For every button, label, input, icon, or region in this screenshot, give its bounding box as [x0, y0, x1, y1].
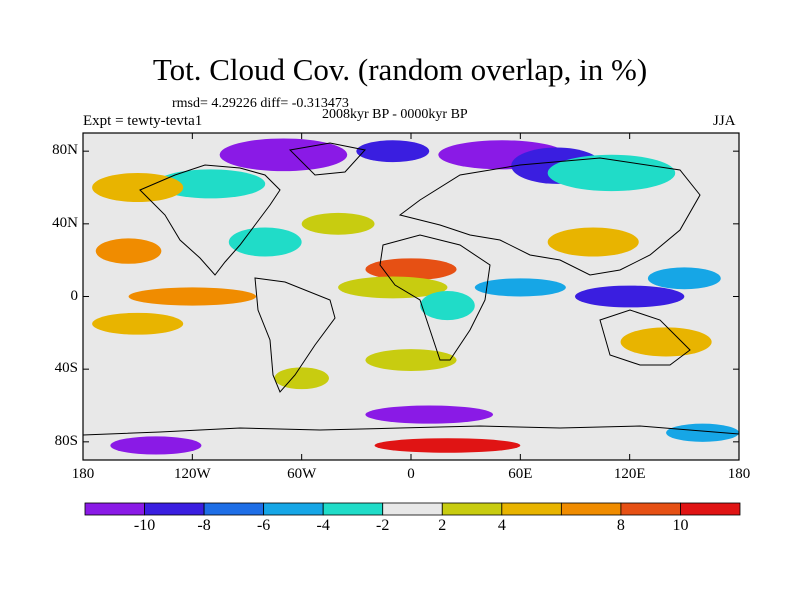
colorbar-swatch	[382, 502, 443, 516]
colorbar-swatch	[501, 502, 562, 516]
axis-ticks	[82, 133, 740, 460]
colorbar-swatch	[84, 502, 145, 516]
anomaly-region	[474, 278, 566, 297]
anomaly-region	[92, 172, 184, 203]
anomaly-region	[356, 140, 430, 163]
latitude-tick-label: 40S	[54, 360, 78, 377]
colorbar-tick-label: -8	[197, 517, 211, 534]
anomaly-region	[228, 227, 302, 257]
colorbar-swatch	[322, 502, 384, 516]
colorbar-swatch	[203, 502, 265, 516]
colorbar	[84, 502, 741, 516]
anomaly-region	[374, 438, 521, 453]
latitude-tick-label: 80S	[54, 432, 78, 449]
colorbar-tick-label: 10	[672, 517, 689, 534]
rmsd-diff-stats: rmsd= 4.29226 diff= -0.313473	[172, 96, 349, 111]
colorbar-swatch	[144, 502, 205, 516]
colorbar-tick-label: 2	[438, 517, 447, 534]
coastline-south-america	[254, 277, 336, 393]
season-label: JJA	[713, 113, 736, 129]
anomaly-region	[95, 238, 162, 264]
anomaly-region	[547, 227, 639, 257]
longitude-tick-label: 0	[407, 466, 415, 482]
coastlines	[83, 142, 739, 436]
longitude-tick-label: 180	[727, 466, 751, 482]
latitude-tick-label: 40N	[52, 214, 78, 231]
longitude-tick-label: 120E	[613, 466, 646, 482]
longitude-tick-label: 120W	[173, 466, 211, 482]
anomaly-region	[338, 276, 448, 299]
anomaly-region	[155, 169, 266, 199]
coastline-eurasia	[398, 157, 701, 276]
anomaly-region	[647, 267, 721, 290]
colorbar-tick-label: -4	[316, 517, 330, 534]
cloud-anomaly-field	[92, 138, 739, 455]
anomaly-region	[92, 312, 184, 335]
anomaly-region	[547, 154, 676, 192]
longitude-tick-label: 180	[71, 466, 95, 482]
anomaly-region	[274, 367, 329, 390]
anomaly-region	[575, 285, 685, 308]
anomaly-region	[420, 291, 475, 321]
longitude-tick-label: 60W	[287, 466, 317, 482]
map-title: Tot. Cloud Cov. (random overlap, in %)	[152, 52, 648, 87]
anomaly-region	[365, 405, 493, 424]
colorbar-swatch	[560, 502, 622, 516]
anomaly-region	[666, 423, 739, 442]
colorbar-tick-label: -2	[376, 517, 390, 534]
anomaly-region	[128, 287, 257, 306]
coastline-greenland	[288, 142, 366, 176]
colorbar-swatch	[263, 502, 324, 516]
anomaly-region	[620, 327, 712, 357]
anomaly-region	[365, 349, 457, 371]
colorbar-swatch	[620, 502, 681, 516]
coastline-antarctica	[83, 425, 739, 436]
latitude-tick-label: 80N	[52, 142, 78, 159]
colorbar-tick-label: 4	[497, 517, 506, 534]
anomaly-region	[301, 212, 375, 235]
colorbar-tick-label: 8	[616, 517, 625, 534]
anomaly-region	[110, 436, 202, 455]
colorbar-tick-label: -10	[133, 517, 156, 534]
anomaly-region	[365, 258, 457, 281]
coastline-north-america	[139, 164, 281, 276]
time-period-label: 2008kyr BP - 0000kyr BP	[322, 107, 468, 122]
colorbar-swatch	[441, 502, 503, 516]
colorbar-tick-label: -6	[256, 517, 271, 534]
coastline-australia	[599, 309, 691, 366]
longitude-tick-label: 60E	[508, 466, 533, 482]
coastline-africa	[379, 234, 491, 361]
experiment-label: Expt = tewty-tevta1	[83, 113, 203, 129]
anomaly-region	[219, 138, 348, 172]
latitude-tick-label: 0	[70, 287, 79, 304]
colorbar-swatch	[680, 502, 741, 516]
